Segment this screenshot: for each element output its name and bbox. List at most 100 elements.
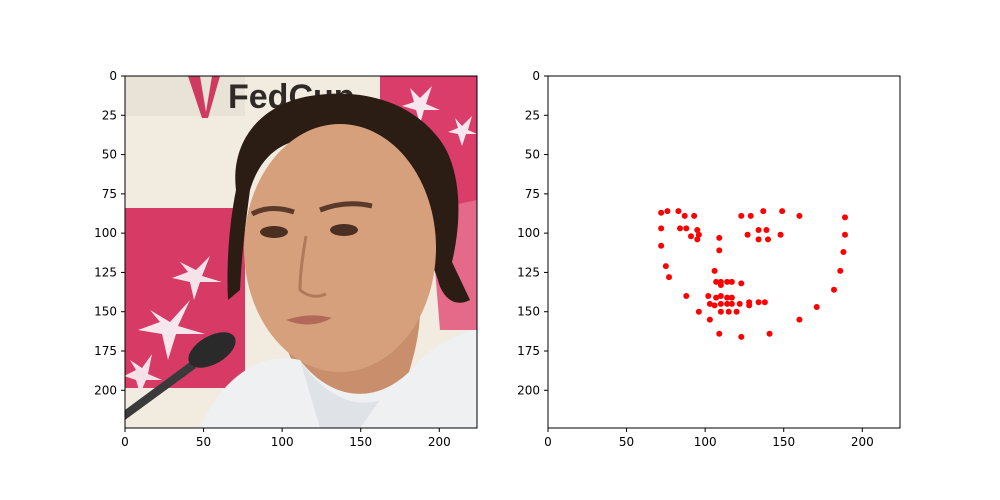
star-shape: [125, 354, 162, 394]
landmark-point: [777, 231, 784, 238]
landmark-point: [744, 231, 751, 238]
landmark-point: [738, 333, 745, 340]
landmark-point: [724, 278, 731, 285]
landmark-point: [683, 293, 690, 299]
brow-left: [250, 206, 295, 217]
landmark-point: [681, 212, 688, 219]
landmark-point: [662, 263, 669, 270]
photo-panel: FedCup 0 50 100 150 200 0 25 50 75 100 125 150 175 20…: [94, 69, 478, 449]
landmark-point: [796, 316, 803, 323]
y-tick-label: 200: [94, 383, 117, 397]
face-photo: FedCup: [125, 76, 477, 428]
landmark-point: [713, 278, 720, 285]
landmark-point: [695, 308, 702, 315]
landmark-point: [694, 236, 701, 243]
scatter-points: [658, 208, 848, 340]
y-tick-label: 175: [517, 344, 540, 358]
x-tick-label: 200: [851, 435, 874, 449]
landmark-point: [765, 236, 771, 243]
mouth-shape: [286, 315, 332, 325]
landmark-point: [705, 293, 712, 299]
landmark-point: [738, 212, 745, 219]
y-tick-label: 50: [102, 148, 117, 162]
landmark-point: [706, 316, 713, 323]
landmark-point: [717, 282, 724, 288]
x-tick-label: 200: [428, 435, 451, 449]
landmark-point: [842, 214, 848, 221]
y-tick-label: 25: [525, 108, 540, 122]
landmark-panel: 0 50 100 150 200 0 25 50 75 100 125 150 175 200: [517, 69, 901, 449]
y-tick-label: 25: [102, 108, 117, 122]
landmark-point: [746, 302, 753, 309]
x-tick-label: 100: [271, 435, 294, 449]
landmark-point: [658, 242, 665, 249]
landmark-point: [779, 208, 786, 215]
landmark-point: [691, 212, 698, 219]
landmark-point: [796, 212, 803, 219]
star-shape: [172, 256, 222, 300]
x-tick-label: 0: [544, 435, 552, 449]
landmark-point: [763, 227, 770, 233]
x-tick-label: 150: [772, 435, 795, 449]
photo-ticks: 0 50 100 150 200 0 25 50 75 100 125 150 175 200: [94, 69, 451, 449]
landmark-point: [760, 208, 767, 215]
landmark-point: [694, 227, 701, 233]
x-tick-label: 150: [349, 435, 372, 449]
face-shape: [244, 124, 436, 372]
landmark-point: [728, 278, 735, 285]
x-tick-label: 50: [196, 435, 211, 449]
y-tick-label: 75: [525, 187, 540, 201]
landmark-point: [688, 233, 694, 240]
landmark-point: [716, 330, 723, 337]
y-tick-label: 75: [102, 187, 117, 201]
landmark-point: [728, 300, 735, 307]
brow-right: [319, 201, 373, 213]
landmark-point: [837, 267, 844, 274]
landmark-point: [733, 308, 740, 315]
hair-shape: [227, 93, 470, 303]
landmark-point: [761, 299, 768, 306]
star-shape: [448, 116, 477, 146]
jacket-collar: [300, 360, 380, 428]
landmark-point: [724, 300, 731, 307]
landmark-point: [766, 330, 773, 337]
star-shape: [138, 300, 205, 360]
landmark-point: [713, 294, 720, 301]
landmark-point: [695, 231, 702, 238]
landmark-point: [755, 299, 762, 306]
y-tick-label: 50: [525, 148, 540, 162]
landmark-point: [736, 300, 743, 307]
eye-left: [260, 226, 288, 238]
landmark-point: [813, 304, 820, 310]
landmark-point: [840, 249, 847, 255]
scatter-ticks: 0 50 100 150 200 0 25 50 75 100 125 150 175 200: [517, 69, 874, 449]
y-tick-label: 125: [517, 265, 540, 279]
landmark-point: [717, 300, 724, 307]
landmark-point: [666, 274, 672, 281]
landmark-point: [683, 225, 690, 232]
landmark-point: [755, 236, 762, 243]
y-tick-label: 150: [94, 305, 117, 319]
y-tick-label: 100: [517, 226, 540, 240]
landmark-point: [664, 208, 671, 215]
landmark-point: [728, 294, 735, 301]
y-tick-label: 0: [532, 69, 540, 83]
banner-left: [125, 208, 245, 388]
logo-v-mark: [188, 76, 220, 118]
landmark-point: [711, 267, 718, 274]
landmark-point: [738, 280, 745, 287]
y-tick-label: 200: [517, 383, 540, 397]
eye-right: [330, 224, 358, 236]
y-tick-label: 100: [94, 226, 117, 240]
landmark-point: [716, 234, 723, 241]
scatter-axes-background: [548, 76, 900, 428]
landmark-point: [675, 208, 682, 215]
landmark-point: [706, 300, 713, 307]
banner-top-left: [125, 76, 245, 116]
landmark-point: [831, 286, 837, 293]
scatter-axes-frame: [547, 75, 901, 429]
landmark-point: [716, 247, 723, 254]
landmark-point: [747, 212, 754, 219]
landmark-point: [842, 231, 848, 238]
